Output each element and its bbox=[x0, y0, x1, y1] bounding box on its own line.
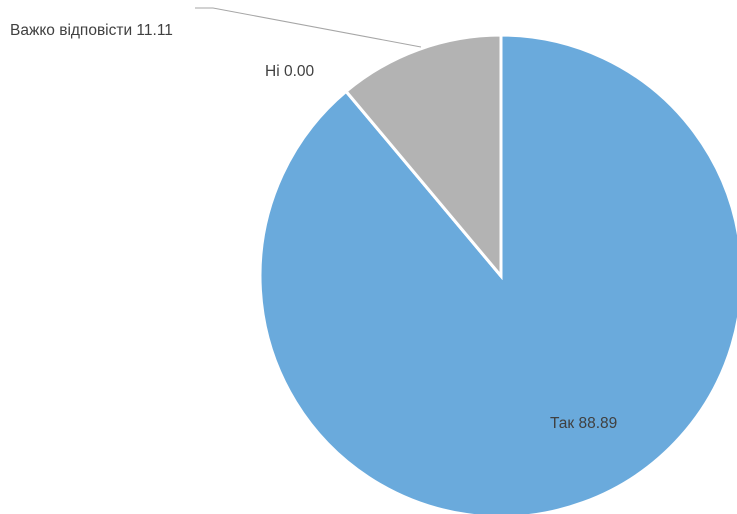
data-label-ni: Ні 0.00 bbox=[265, 63, 314, 80]
leader-line-vazhko-vidpovisty bbox=[195, 7, 422, 48]
pie-slice-vazhko-vidpovisty bbox=[343, 33, 503, 281]
pie-slices bbox=[258, 33, 737, 514]
data-label-tak: Так 88.89 bbox=[550, 415, 617, 432]
data-label-vazhko-vidpovisty: Важко відповісти 11.11 bbox=[10, 22, 173, 39]
